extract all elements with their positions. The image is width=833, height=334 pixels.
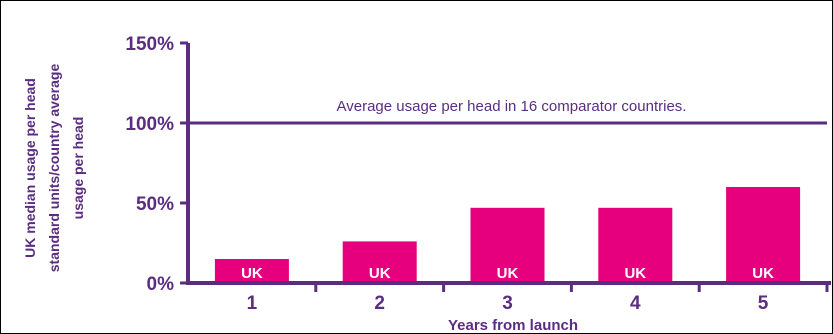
x-tick-label: 3 — [502, 293, 513, 314]
bar — [342, 241, 417, 283]
x-tick-label: 1 — [247, 293, 258, 314]
bar-label: UK — [497, 265, 519, 282]
bar — [726, 187, 801, 283]
x-tick-label: 4 — [630, 293, 641, 314]
y-axis-title-line-3: usage per head — [70, 117, 86, 220]
bar — [470, 207, 545, 283]
bar — [214, 259, 289, 283]
y-tick-label: 50% — [136, 194, 174, 215]
y-axis-title-line-2: standard units/country average — [46, 64, 62, 273]
axes — [186, 43, 831, 285]
x-axis-ticks: 1 2 3 4 5 — [247, 283, 829, 314]
bar — [598, 207, 673, 283]
bar-label: UK — [624, 265, 646, 282]
y-tick-label: 100% — [125, 114, 174, 135]
y-tick-label: 0% — [147, 274, 175, 295]
y-axis-title: UK median usage per head standard units/… — [22, 64, 86, 273]
bar-label: UK — [241, 265, 263, 282]
x-tick-label: 5 — [758, 293, 769, 314]
reference-line-label: Average usage per head in 16 comparator … — [337, 98, 687, 115]
x-tick-label: 2 — [374, 293, 385, 314]
bars: UK UK UK UK UK — [214, 187, 801, 283]
reference-line-group: Average usage per head in 16 comparator … — [188, 98, 827, 125]
y-axis-ticks: 0% 50% 100% 150% — [125, 34, 188, 295]
x-axis-title: Years from launch — [448, 317, 578, 333]
bar-label: UK — [369, 265, 391, 282]
y-axis-title-line-1: UK median usage per head — [22, 78, 38, 258]
y-tick-label: 150% — [125, 34, 174, 55]
bar-label: UK — [752, 265, 774, 282]
